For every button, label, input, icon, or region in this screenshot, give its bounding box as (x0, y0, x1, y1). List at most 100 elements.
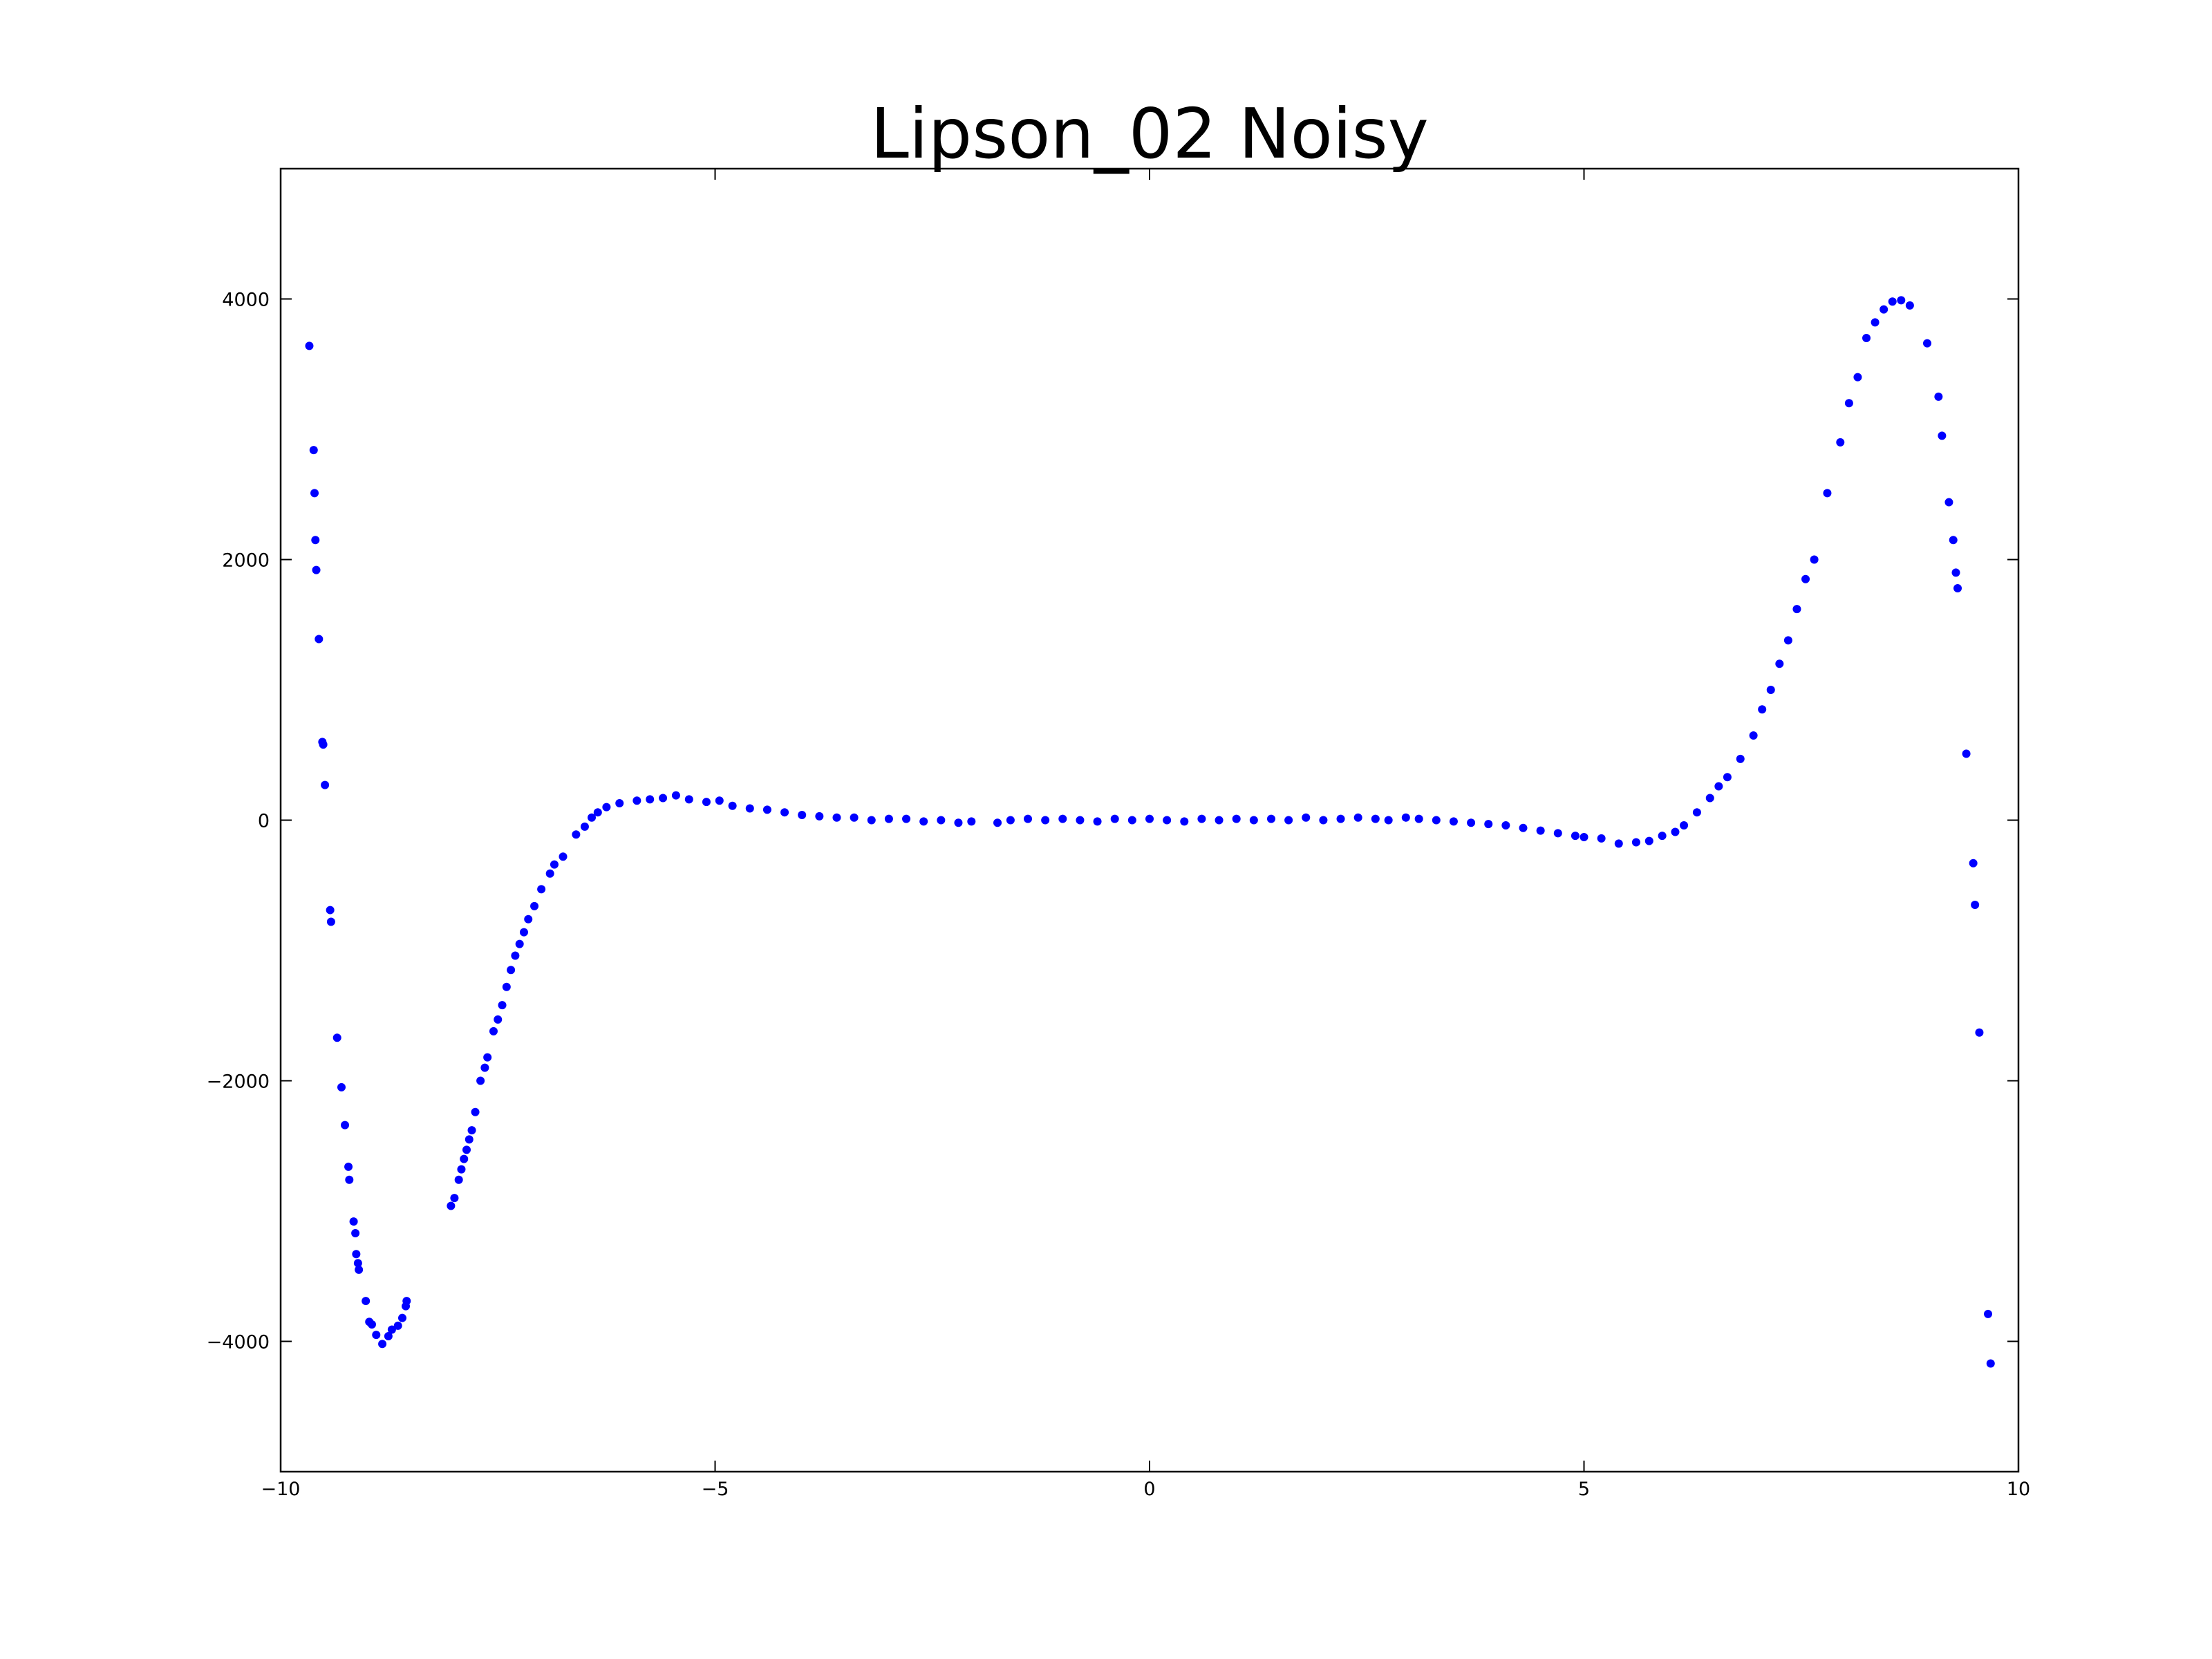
scatter-point (1110, 814, 1119, 823)
plot-area (305, 296, 1995, 1368)
scatter-point (632, 796, 641, 805)
scatter-point (1432, 816, 1441, 825)
scatter-point (1692, 808, 1701, 817)
scatter-point (1197, 814, 1206, 823)
scatter-point (937, 816, 946, 825)
scatter-point (519, 928, 528, 937)
scatter-point (460, 1154, 469, 1163)
scatter-point (684, 795, 693, 804)
scatter-point (494, 1015, 503, 1024)
scatter-point (1302, 813, 1311, 822)
scatter-point (1934, 392, 1943, 401)
scatter-point (1984, 1309, 1993, 1318)
scatter-point (545, 869, 554, 878)
scatter-point (1969, 859, 1978, 868)
scatter-point (1888, 297, 1897, 306)
scatter-point (1127, 816, 1136, 825)
scatter-point (1467, 818, 1476, 827)
scatter-point (362, 1297, 371, 1306)
scatter-point (1266, 814, 1275, 823)
scatter-point (537, 885, 546, 894)
scatter-point (1836, 438, 1845, 447)
scatter-point (1862, 334, 1871, 343)
scatter-point (502, 982, 511, 991)
x-tick-label: −5 (702, 1479, 729, 1500)
scatter-point (1938, 431, 1947, 440)
scatter-point (1319, 816, 1328, 825)
scatter-point (515, 939, 524, 948)
scatter-point (919, 817, 928, 826)
scatter-point (337, 1082, 346, 1091)
scatter-point (954, 818, 963, 827)
scatter-point (1145, 814, 1154, 823)
scatter-point (1371, 814, 1380, 823)
scatter-point (1905, 301, 1914, 310)
y-tick-label: −4000 (207, 1332, 270, 1353)
scatter-point (402, 1297, 411, 1306)
scatter-point (1449, 817, 1458, 826)
scatter-point (1749, 731, 1758, 740)
scatter-point (507, 966, 516, 975)
scatter-point (1614, 839, 1623, 848)
scatter-point (1844, 399, 1853, 408)
scatter-point (867, 816, 876, 825)
scatter-point (602, 803, 611, 812)
scatter-point (393, 1321, 402, 1330)
scatter-point (310, 489, 319, 498)
scatter-point (1783, 636, 1792, 645)
scatter-point (367, 1320, 376, 1329)
scatter-point (1580, 833, 1588, 842)
scatter-point (593, 808, 602, 817)
scatter-point (345, 1175, 354, 1184)
x-tick-label: −10 (261, 1479, 301, 1500)
scatter-point (498, 1001, 507, 1010)
scatter-point (355, 1265, 364, 1274)
scatter-point (1336, 814, 1345, 823)
scatter-point (326, 906, 335, 915)
chart-title: Lipson_02 Noisy (870, 93, 1429, 174)
scatter-point (397, 1313, 406, 1322)
scatter-point (1041, 816, 1050, 825)
scatter-point (1519, 823, 1528, 832)
scatter-point (1284, 816, 1293, 825)
scatter-point (1501, 821, 1510, 830)
scatter-point (559, 852, 568, 861)
scatter-point (1215, 816, 1224, 825)
scatter-point (1951, 568, 1960, 577)
scatter-point (646, 795, 655, 804)
scatter-point (572, 830, 581, 839)
scatter-point (384, 1331, 393, 1340)
scatter-point (815, 812, 824, 821)
scatter-point (659, 794, 668, 803)
scatter-point (319, 740, 328, 749)
x-tick-label: 0 (1143, 1479, 1155, 1500)
scatter-point (1792, 605, 1801, 614)
scatter-point (993, 818, 1002, 827)
scatter-point (378, 1340, 387, 1349)
scatter-point (372, 1331, 381, 1340)
scatter-point (524, 915, 533, 924)
scatter-point (1853, 373, 1862, 382)
scatter-point (1923, 339, 1932, 348)
scatter-point (1163, 816, 1172, 825)
scatter-point (1180, 817, 1189, 826)
scatter-point (1658, 832, 1667, 841)
scatter-point (615, 798, 624, 807)
scatter-point (798, 810, 807, 819)
scatter-point (1384, 816, 1393, 825)
scatter-point (471, 1107, 480, 1116)
scatter-point (489, 1027, 498, 1035)
scatter-point (321, 780, 330, 789)
scatter-point (832, 813, 841, 822)
scatter-point (1006, 816, 1015, 825)
scatter-point (1705, 794, 1714, 803)
scatter-point (715, 796, 724, 805)
scatter-point (465, 1135, 474, 1144)
x-tick-label: 5 (1578, 1479, 1590, 1500)
scatter-point (1880, 305, 1888, 314)
scatter-point (1232, 814, 1241, 823)
scatter-point (1975, 1028, 1984, 1037)
scatter-point (483, 1053, 492, 1062)
